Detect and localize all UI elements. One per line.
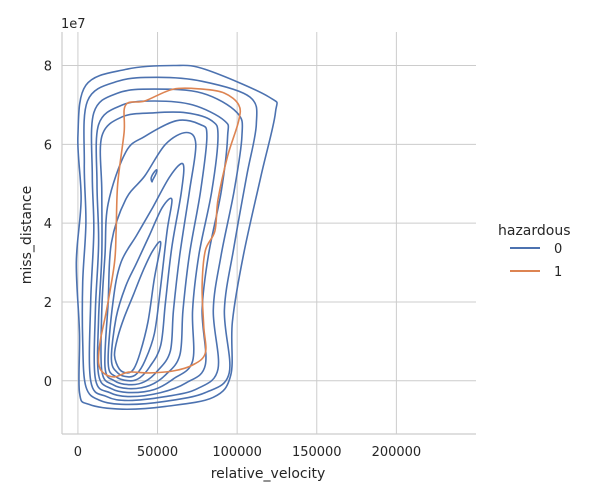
x-tick-label: 0: [74, 445, 82, 460]
y-tick-labels: 0 2 4 6 8: [44, 60, 52, 390]
contour-line-series-1: [98, 88, 240, 377]
x-tick-label: 150000: [292, 445, 342, 460]
legend-title: hazardous: [498, 223, 571, 239]
x-tick-label: 200000: [372, 445, 422, 460]
y-tick-label: 4: [44, 217, 52, 232]
x-tick-label: 100000: [212, 445, 262, 460]
series-0-contours: [76, 65, 277, 409]
contour-line-series-0: [108, 163, 184, 380]
legend-label-0: 0: [554, 242, 562, 257]
plot-area: 0 50000 100000 150000 200000 0 2 4 6 8: [44, 32, 476, 460]
y-offset-label: 1e7: [61, 17, 86, 32]
series-1-contours: [98, 88, 240, 377]
y-tick-label: 0: [44, 375, 52, 390]
contour-line-series-0: [151, 170, 157, 182]
contour-layer: [76, 65, 277, 409]
y-tick-label: 8: [44, 60, 52, 75]
x-axis-label: relative_velocity: [211, 466, 326, 482]
y-tick-label: 2: [44, 296, 52, 311]
legend-label-1: 1: [554, 265, 562, 280]
legend: hazardous 01: [498, 223, 571, 280]
x-tick-labels: 0 50000 100000 150000 200000: [74, 445, 421, 460]
x-tick-label: 50000: [137, 445, 178, 460]
y-axis-label: miss_distance: [19, 186, 35, 284]
y-tick-label: 6: [44, 138, 52, 153]
legend-entries: 01: [510, 242, 562, 280]
contour-line-series-0: [76, 65, 277, 409]
